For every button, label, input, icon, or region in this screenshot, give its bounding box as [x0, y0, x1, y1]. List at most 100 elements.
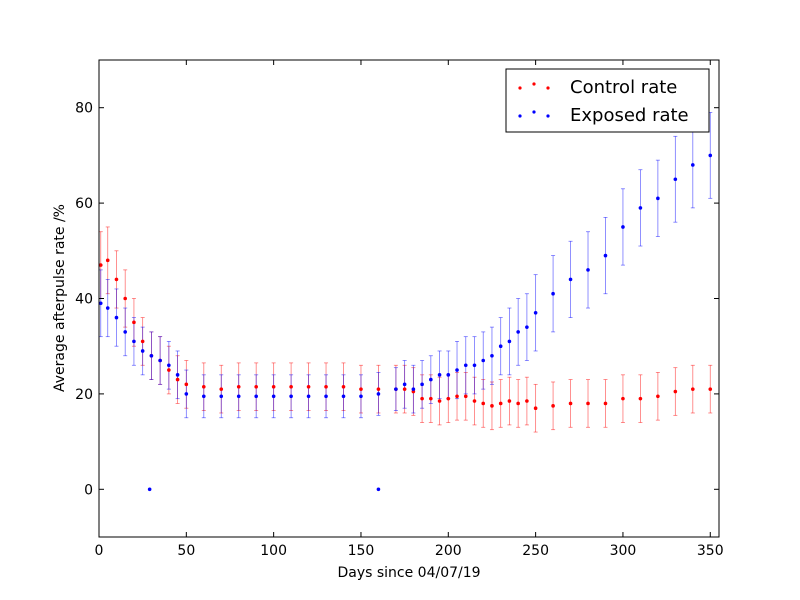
- control-point: [463, 394, 468, 399]
- exposed-point: [507, 339, 512, 344]
- exposed-point: [498, 344, 503, 349]
- exposed-point: [394, 387, 398, 391]
- exposed-point: [708, 153, 713, 158]
- control-point: [114, 277, 119, 282]
- control-point: [551, 404, 555, 408]
- control-point: [437, 399, 442, 403]
- outlier-point: [147, 487, 152, 492]
- x-tick-label: 100: [260, 543, 287, 559]
- exposed-point: [656, 196, 660, 201]
- exposed-point: [420, 382, 424, 387]
- control-point: [167, 368, 171, 372]
- data-points: [98, 153, 713, 492]
- exposed-point: [463, 363, 468, 368]
- exposed-point: [568, 277, 573, 282]
- exposed-point: [586, 268, 590, 272]
- x-tick-label: 200: [435, 543, 462, 559]
- control-point: [271, 384, 276, 389]
- exposed-point: [236, 394, 241, 399]
- x-tick-label: 250: [522, 543, 549, 559]
- x-tick-label: 0: [95, 543, 104, 559]
- control-point: [123, 296, 127, 301]
- control-point: [201, 384, 206, 389]
- control-point: [481, 401, 486, 406]
- y-tick-label: 40: [75, 292, 93, 308]
- control-point: [586, 401, 590, 406]
- exposed-point: [411, 387, 416, 391]
- exposed-point: [437, 373, 442, 377]
- control-point: [533, 406, 538, 411]
- y-tick-label: 20: [75, 387, 93, 403]
- control-point: [105, 258, 110, 263]
- control-point: [402, 387, 407, 391]
- control-point: [525, 399, 529, 403]
- exposed-point: [691, 163, 695, 167]
- exposed-point: [219, 394, 224, 399]
- exposed-point: [446, 373, 451, 377]
- exposed-point: [123, 330, 127, 334]
- exposed-point: [481, 358, 486, 363]
- x-axis-label: Days since 04/07/19: [337, 565, 480, 581]
- control-point: [490, 404, 494, 408]
- legend-dot-control: [546, 86, 550, 90]
- exposed-point: [158, 358, 162, 363]
- control-point: [184, 382, 189, 387]
- exposed-point: [254, 394, 258, 399]
- exposed-point: [140, 349, 145, 353]
- exposed-point: [306, 394, 311, 399]
- control-point: [673, 389, 678, 394]
- exposed-point: [455, 368, 459, 372]
- exposed-point: [114, 315, 119, 320]
- x-tick-label: 150: [348, 543, 375, 559]
- exposed-point: [359, 394, 363, 399]
- x-tick-label: 50: [177, 543, 195, 559]
- exposed-point: [271, 394, 276, 399]
- y-axis-ticks: 0 20 40 60 80: [75, 101, 719, 498]
- y-tick-label: 0: [84, 482, 93, 498]
- exposed-point: [638, 206, 643, 210]
- x-axis-ticks: 0 50 100 150 200 250 300 350: [95, 60, 724, 559]
- control-point: [324, 384, 328, 389]
- control-point: [621, 396, 625, 401]
- exposed-point: [402, 382, 407, 387]
- control-point: [289, 384, 293, 389]
- exposed-point: [376, 392, 381, 396]
- exposed-point: [429, 377, 433, 382]
- exposed-point: [603, 253, 608, 258]
- control-point: [341, 384, 346, 389]
- control-point: [507, 399, 512, 403]
- control-point: [708, 387, 713, 391]
- control-point: [691, 387, 695, 391]
- x-tick-label: 300: [610, 543, 637, 559]
- legend-label-control: Control rate: [570, 77, 677, 98]
- x-tick-label: 350: [697, 543, 724, 559]
- legend-box: [505, 68, 710, 133]
- exposed-point: [490, 353, 494, 358]
- plot-area: [98, 112, 713, 492]
- legend-dot-exposed: [546, 114, 550, 118]
- exposed-point: [105, 306, 110, 310]
- control-point: [455, 394, 459, 399]
- exposed-point: [175, 373, 180, 377]
- control-point: [603, 401, 608, 406]
- exposed-point: [516, 330, 520, 334]
- control-point: [132, 320, 136, 325]
- control-point: [98, 263, 103, 267]
- exposed-point: [673, 177, 678, 182]
- exposed-point: [324, 394, 328, 399]
- exposed-point: [201, 394, 206, 399]
- exposed-point: [167, 363, 171, 368]
- control-point: [254, 384, 258, 389]
- control-point: [420, 396, 424, 401]
- exposed-point: [132, 339, 136, 344]
- control-point: [656, 394, 660, 399]
- legend: Control rate Exposed rate: [505, 68, 710, 133]
- exposed-point: [184, 392, 189, 396]
- control-point: [140, 339, 145, 344]
- control-point: [516, 401, 520, 406]
- exposed-point: [472, 363, 477, 368]
- legend-marker-exposed: [518, 110, 550, 118]
- control-point: [359, 387, 363, 391]
- legend-dot-control: [518, 86, 522, 90]
